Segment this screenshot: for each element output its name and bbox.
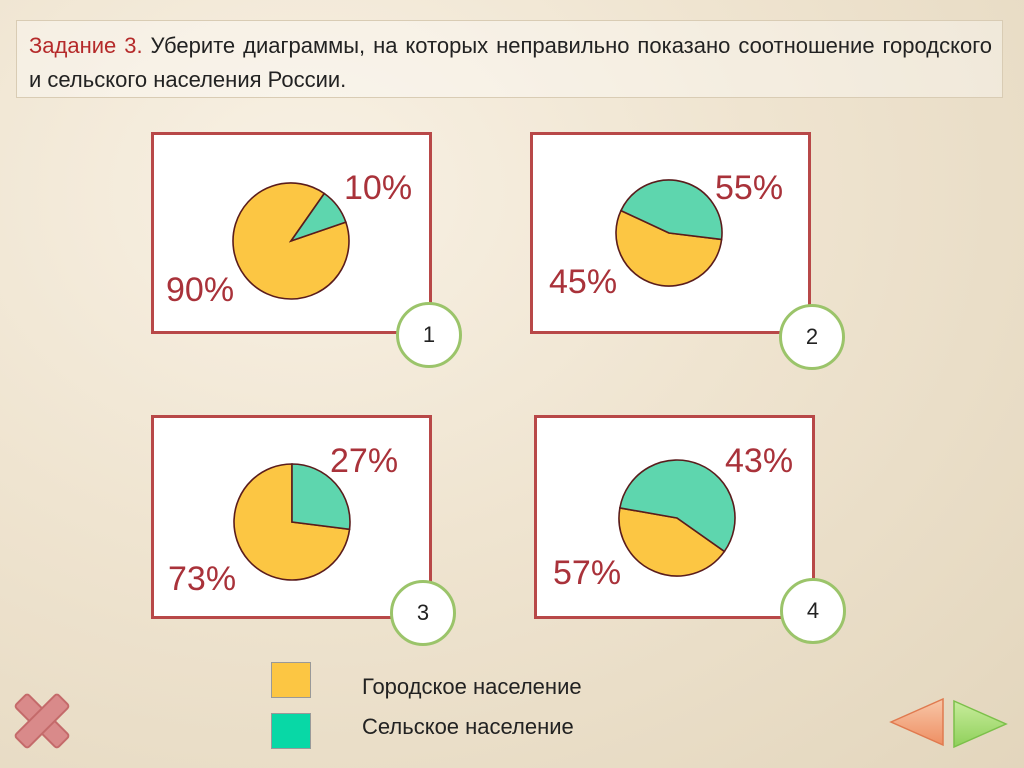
- pie-4-rural-slice: [618, 459, 736, 553]
- pie-3-urban-label: 73%: [168, 560, 236, 598]
- pie-1-slices: [232, 182, 350, 300]
- pie-2-urban-slice: [615, 209, 723, 287]
- pie-1-urban-label: 90%: [166, 271, 234, 309]
- pie-chart-1: 10% 90%: [166, 169, 412, 309]
- pie-chart-2: 55% 45%: [549, 169, 783, 301]
- chart-card-2[interactable]: 55% 45%: [530, 132, 811, 334]
- task-text-box: Задание 3. Уберите диаграммы, на которых…: [16, 20, 1003, 98]
- chart-card-1[interactable]: 10% 90%: [151, 132, 432, 334]
- legend-urban-swatch: [271, 662, 311, 698]
- task-label: Задание 3.: [29, 33, 143, 58]
- chart-number-badge-1[interactable]: 1: [396, 302, 462, 368]
- close-icon[interactable]: [10, 688, 74, 754]
- pie-1-rural-label: 10%: [344, 169, 412, 207]
- pie-4-urban-label: 43%: [725, 442, 793, 480]
- next-arrow-icon[interactable]: [952, 699, 1008, 749]
- chart-card-4[interactable]: 43% 57%: [534, 415, 815, 619]
- chart-number-badge-2[interactable]: 2: [779, 304, 845, 370]
- prev-arrow-icon[interactable]: [889, 697, 945, 747]
- chart-card-3[interactable]: 27% 73%: [151, 415, 432, 619]
- chart-number-badge-4[interactable]: 4: [780, 578, 846, 644]
- pie-chart-3: 27% 73%: [168, 442, 398, 598]
- pie-3-slices: [233, 463, 351, 581]
- chart-number-badge-3[interactable]: 3: [390, 580, 456, 646]
- pie-3-rural-label: 27%: [330, 442, 398, 480]
- pie-2-urban-label: 55%: [715, 169, 783, 207]
- pie-chart-4: 43% 57%: [553, 442, 793, 592]
- task-instruction: Уберите диаграммы, на которых неправильн…: [29, 33, 992, 92]
- legend-urban-label: Городское население: [362, 674, 582, 699]
- pie-4-slices: [618, 459, 736, 577]
- pie-2-rural-slice: [619, 179, 723, 241]
- pie-3-rural-slice: [291, 463, 351, 531]
- legend-rural-swatch: [271, 713, 311, 749]
- pie-2-rural-label: 45%: [549, 263, 617, 301]
- pie-1-rural-slice: [288, 192, 347, 243]
- pie-4-rural-label: 57%: [553, 554, 621, 592]
- legend-rural-label: Сельское население: [362, 714, 574, 739]
- pie-4-urban-slice: [618, 507, 726, 577]
- pie-2-slices: [615, 179, 723, 287]
